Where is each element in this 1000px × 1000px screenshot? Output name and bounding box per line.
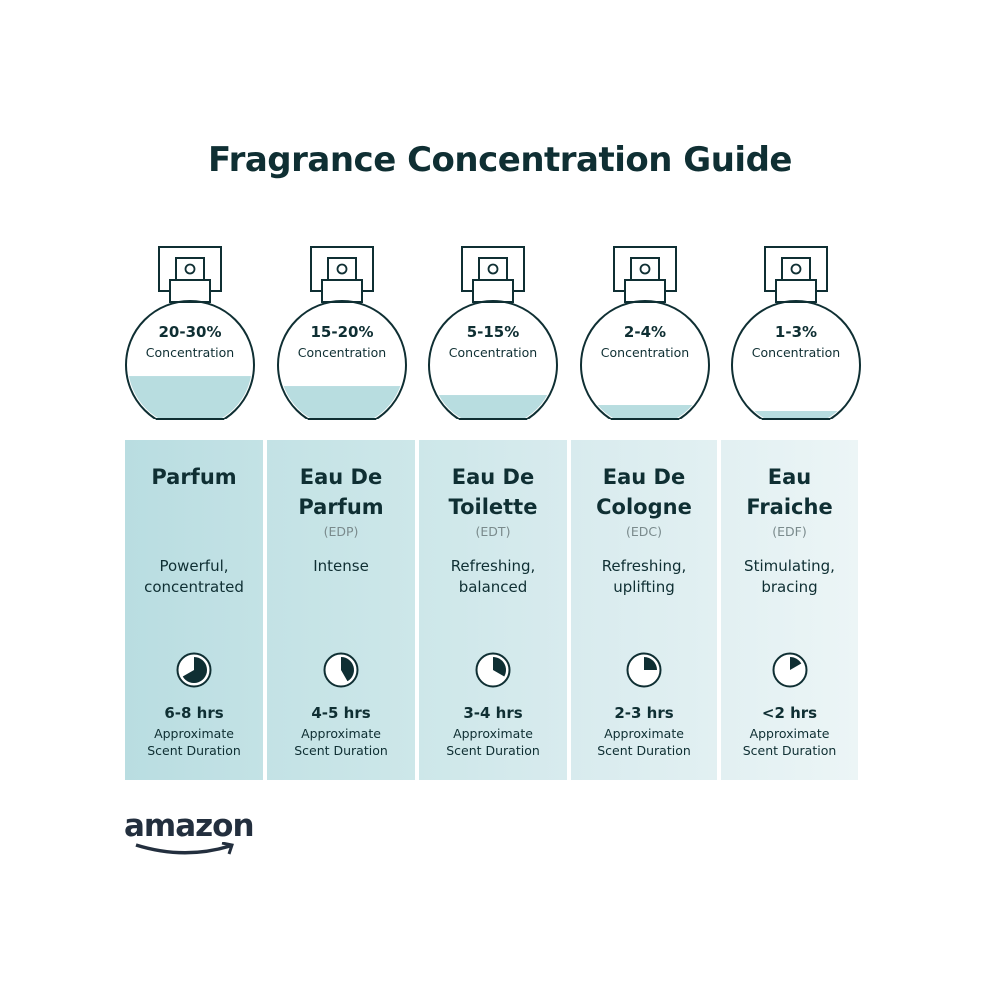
concentration-percent: 2-4% [623, 323, 667, 341]
type-name-line: Parfum [151, 465, 237, 489]
duration-line: Approximate [604, 726, 684, 741]
duration-line: Approximate [453, 726, 533, 741]
scent-duration-hours: <2 hrs [761, 704, 818, 722]
desc-line: concentrated [144, 578, 244, 596]
type-name-line: Eau De [602, 465, 686, 489]
amazon-smile-icon [135, 842, 234, 855]
clock-icon [176, 652, 212, 688]
clock-wedge [182, 657, 207, 683]
type-abbreviation: (EDF) [772, 524, 807, 539]
type-abbreviation: (EDT) [475, 524, 511, 539]
scent-duration-hours: 3-4 hrs [463, 704, 523, 722]
desc-line: Refreshing, [601, 557, 687, 575]
type-name: Parfum [125, 462, 263, 492]
type-name-line: Toilette [448, 495, 538, 519]
perfume-bottle-icon [277, 246, 407, 424]
bottle-4: 1-3% Concentration [726, 244, 866, 424]
type-name-line: Eau [767, 465, 812, 489]
type-name-line: Cologne [596, 495, 692, 519]
scent-duration-label: Approximate Scent Duration [419, 725, 567, 759]
type-name: Eau De Parfum [267, 462, 415, 522]
scent-duration-label: Approximate Scent Duration [125, 725, 263, 759]
concentration-label: Concentration [600, 345, 690, 360]
desc-line: Refreshing, [450, 557, 536, 575]
duration-line: Scent Duration [147, 743, 241, 758]
scent-duration-hours: 2-3 hrs [614, 704, 674, 722]
clock-icon [772, 652, 807, 688]
clock-icon [323, 652, 359, 688]
bottle-2: 5-15% Concentration [423, 244, 563, 424]
concentration-percent: 1-3% [774, 323, 818, 341]
type-abbreviation: (EDP) [323, 524, 359, 539]
liquid-fill [280, 386, 404, 419]
type-column-1: Eau De Parfum (EDP) Intense 4-5 hrs Appro… [267, 440, 415, 780]
duration-line: Scent Duration [597, 743, 691, 758]
bottle-1: 15-20% Concentration [272, 244, 412, 424]
perfume-bottle-icon [731, 246, 861, 424]
type-column-3: Eau De Cologne (EDC) Refreshing, uplifting… [571, 440, 717, 780]
type-description: Refreshing, uplifting [571, 556, 717, 598]
scent-duration-label: Approximate Scent Duration [571, 725, 717, 759]
perfume-bottle-icon [125, 246, 255, 424]
desc-line: bracing [761, 578, 818, 596]
concentration-label: Concentration [297, 345, 387, 360]
concentration-label: Concentration [145, 345, 235, 360]
type-column-2: Eau De Toilette (EDT) Refreshing, balanced… [419, 440, 567, 780]
scent-duration-label: Approximate Scent Duration [721, 725, 858, 759]
type-name-line: Fraiche [746, 495, 833, 519]
desc-line: Stimulating, [744, 557, 835, 575]
concentration-percent: 5-15% [466, 323, 520, 341]
perfume-bottle-icon [580, 246, 710, 424]
type-description: Stimulating, bracing [721, 556, 858, 598]
clock-icon [475, 652, 511, 688]
concentration-percent: 15-20% [310, 323, 374, 341]
page-title: Fragrance Concentration Guide [208, 140, 792, 180]
duration-line: Approximate [749, 726, 830, 741]
scent-duration-hours: 4-5 hrs [311, 704, 371, 722]
type-description: Refreshing, balanced [419, 556, 567, 598]
clock-wedge [644, 657, 657, 670]
bottle-3: 2-4% Concentration [575, 244, 715, 424]
clock-wedge [789, 657, 801, 670]
type-name: Eau De Cologne [571, 462, 717, 522]
type-column-0: Parfum Powerful, concentrated 6-8 hrs App… [125, 440, 263, 780]
type-name: Eau Fraiche [721, 462, 858, 522]
clock-icon [626, 652, 662, 688]
amazon-logo: amazon [124, 808, 255, 855]
duration-line: Scent Duration [742, 743, 837, 758]
type-column-4: Eau Fraiche (EDF) Stimulating, bracing <2 … [721, 440, 858, 780]
bottle-0: 20-30% Concentration [120, 244, 260, 424]
type-description: Intense [267, 556, 415, 577]
clock-wedge [493, 657, 507, 677]
type-description: Powerful, concentrated [125, 556, 263, 598]
duration-line: Approximate [154, 726, 234, 741]
desc-line: Intense [313, 557, 369, 575]
scent-duration-label: Approximate Scent Duration [267, 725, 415, 759]
type-abbreviation: (EDC) [625, 524, 662, 539]
type-name: Eau De Toilette [419, 462, 567, 522]
type-name-line: Parfum [298, 495, 384, 519]
perfume-bottle-icon [428, 246, 558, 424]
type-name-line: Eau De [451, 465, 535, 489]
clock-wedge [341, 657, 355, 682]
concentration-label: Concentration [751, 345, 841, 360]
concentration-label: Concentration [448, 345, 538, 360]
duration-line: Approximate [301, 726, 381, 741]
duration-line: Scent Duration [446, 743, 540, 758]
type-name-line: Eau De [299, 465, 383, 489]
scent-duration-hours: 6-8 hrs [164, 704, 224, 722]
liquid-fill [431, 395, 555, 419]
logo-text: amazon [124, 808, 255, 844]
liquid-fill [583, 405, 707, 419]
concentration-percent: 20-30% [158, 323, 222, 341]
desc-line: balanced [458, 578, 528, 596]
desc-line: uplifting [613, 578, 675, 596]
duration-line: Scent Duration [294, 743, 388, 758]
desc-line: Powerful, [159, 557, 229, 575]
liquid-fill [734, 411, 858, 419]
